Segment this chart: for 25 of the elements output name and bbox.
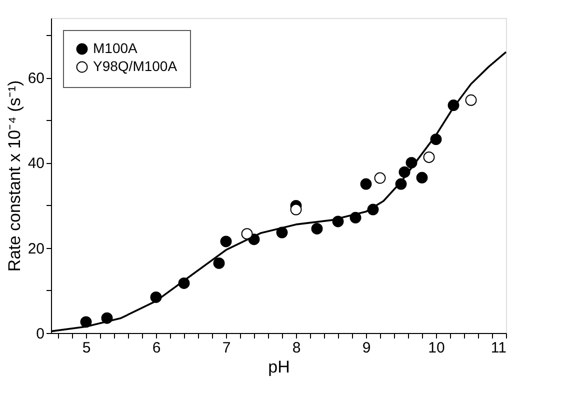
point [220,236,232,248]
y-tick-label: 20 [28,240,44,258]
point [465,94,477,106]
x-tick-label: 6 [152,340,161,356]
point [241,228,253,240]
point [374,172,386,184]
point [416,172,428,184]
point [423,151,435,163]
x-tick-label: 5 [82,340,91,356]
y-tick-label: 0 [36,326,44,342]
y-axis-title: Rate constant x 10⁻⁴ (s⁻¹) [4,80,24,272]
x-tick-label: 8 [292,340,301,356]
x-axis-title: pH [268,358,290,376]
y-tick-label: 60 [28,70,44,88]
point [360,178,372,190]
x-tick-label: 7 [222,340,231,356]
x-tick-label: 11 [490,340,506,356]
point [213,257,225,269]
legend-label: M100A [93,40,138,56]
legend-label: Y98Q/M100A [93,58,178,74]
point [311,222,323,234]
y-tick-label: 40 [28,155,44,172]
x-tick-label: 10 [428,340,445,356]
point [290,204,302,216]
x-tick-label: 9 [362,340,371,356]
